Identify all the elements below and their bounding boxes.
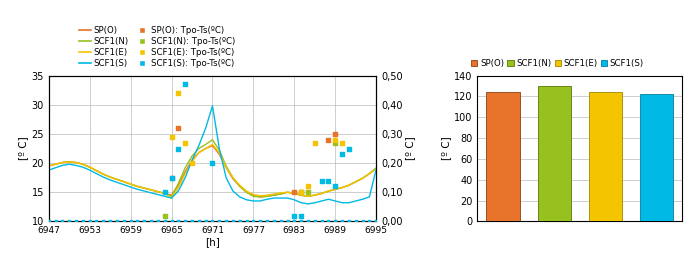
Point: [104, 219, 116, 224]
Point: [330, 132, 341, 136]
Bar: [487, 92, 520, 221]
Legend: SP(O), SCF1(N), SCF1(E), SCF1(S), SP(O): Tpo-Ts(ºC), SCF1(N): Tpo-Ts(ºC), SCF1(E: SP(O), SCF1(N), SCF1(E), SCF1(S), SP(O):…: [79, 26, 235, 68]
Point: [91, 219, 102, 224]
Point: [296, 190, 307, 194]
Point: [228, 219, 239, 224]
Point: [330, 184, 341, 188]
Point: [296, 190, 307, 194]
Point: [275, 219, 286, 224]
Point: [166, 135, 177, 139]
Point: [77, 219, 88, 224]
Point: [330, 219, 341, 224]
Point: [316, 178, 327, 183]
Point: [97, 219, 109, 224]
Point: [371, 219, 382, 224]
Point: [255, 219, 266, 224]
Point: [337, 152, 348, 157]
Point: [343, 219, 354, 224]
Point: [309, 140, 320, 145]
X-axis label: [h]: [h]: [205, 237, 220, 247]
Point: [166, 176, 177, 180]
Point: [214, 219, 225, 224]
Point: [180, 219, 191, 224]
Point: [343, 146, 354, 151]
Point: [207, 219, 218, 224]
Point: [235, 219, 246, 224]
Bar: [537, 86, 571, 221]
Point: [173, 91, 184, 95]
Point: [289, 190, 300, 194]
Point: [303, 190, 314, 194]
Point: [193, 219, 205, 224]
Point: [43, 219, 54, 224]
Y-axis label: [º C]: [º C]: [441, 137, 451, 160]
Point: [364, 219, 375, 224]
Point: [221, 219, 232, 224]
Point: [180, 82, 191, 86]
Point: [282, 219, 293, 224]
Point: [187, 219, 198, 224]
Point: [337, 140, 348, 145]
Point: [350, 219, 361, 224]
Point: [289, 213, 300, 218]
Point: [187, 161, 198, 165]
Point: [323, 219, 334, 224]
Point: [303, 184, 314, 188]
Point: [173, 126, 184, 130]
Point: [330, 138, 341, 142]
Point: [323, 178, 334, 183]
Point: [303, 219, 314, 224]
Point: [248, 219, 259, 224]
Point: [173, 219, 184, 224]
Point: [118, 219, 129, 224]
Point: [200, 219, 211, 224]
Point: [166, 176, 177, 180]
Point: [289, 219, 300, 224]
Point: [84, 219, 95, 224]
Point: [207, 161, 218, 165]
Point: [152, 219, 164, 224]
Bar: [640, 94, 673, 221]
Point: [111, 219, 122, 224]
Point: [57, 219, 68, 224]
Point: [330, 140, 341, 145]
Point: [50, 219, 61, 224]
Point: [316, 219, 327, 224]
Point: [139, 219, 150, 224]
Point: [63, 219, 74, 224]
Point: [241, 219, 252, 224]
Legend: SP(O), SCF1(N), SCF1(E), SCF1(S): SP(O), SCF1(N), SCF1(E), SCF1(S): [471, 59, 644, 68]
Point: [309, 219, 320, 224]
Point: [296, 190, 307, 194]
Point: [145, 219, 157, 224]
Point: [337, 219, 348, 224]
Point: [296, 213, 307, 218]
Point: [180, 140, 191, 145]
Point: [173, 146, 184, 151]
Point: [159, 213, 171, 218]
Point: [125, 219, 136, 224]
Y-axis label: [º C]: [º C]: [19, 137, 29, 160]
Y-axis label: [º C]: [º C]: [406, 137, 416, 160]
Point: [159, 190, 171, 194]
Point: [357, 219, 368, 224]
Point: [159, 219, 171, 224]
Point: [296, 219, 307, 224]
Point: [70, 219, 81, 224]
Point: [269, 219, 280, 224]
Point: [262, 219, 273, 224]
Bar: [589, 92, 622, 221]
Point: [323, 138, 334, 142]
Point: [132, 219, 143, 224]
Point: [166, 219, 177, 224]
